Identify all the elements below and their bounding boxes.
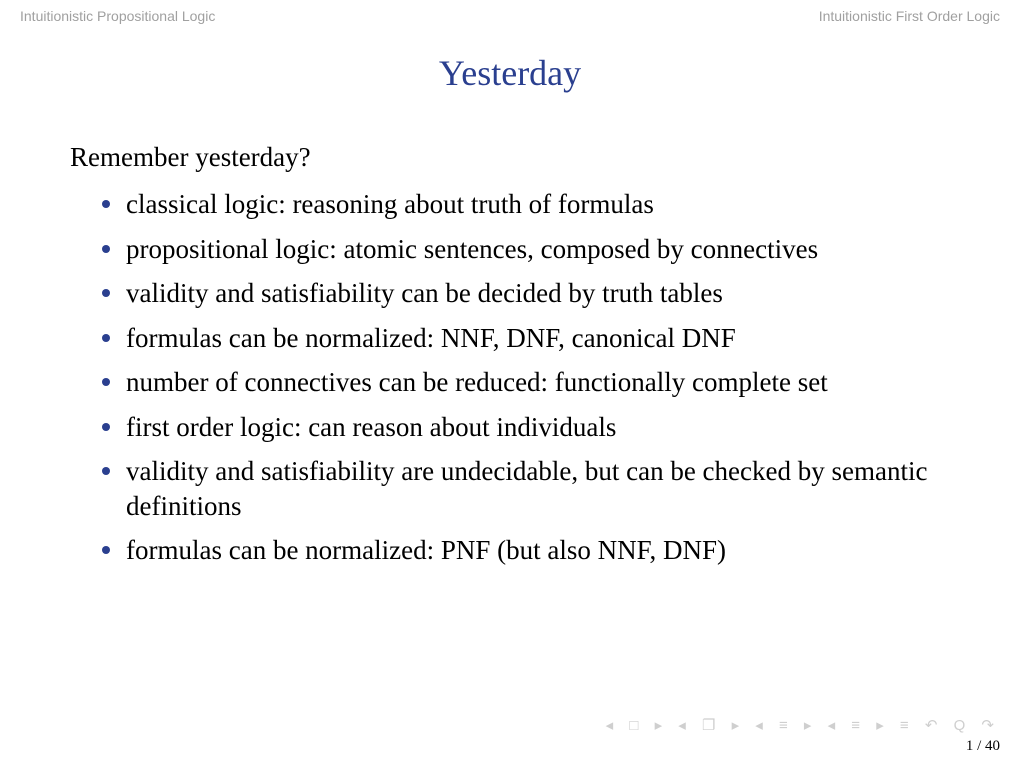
bullet-item: formulas can be normalized: PNF (but als… [98,533,950,568]
header-bar: Intuitionistic Propositional Logic Intui… [0,0,1020,24]
slide-title: Yesterday [0,52,1020,94]
bullet-item: validity and satisfiability can be decid… [98,276,950,311]
bullet-item: first order logic: can reason about indi… [98,410,950,445]
bullet-item: validity and satisfiability are undecida… [98,454,950,523]
slide: Intuitionistic Propositional Logic Intui… [0,0,1020,765]
nav-icons[interactable]: ◂ □ ▸ ◂ ❐ ▸ ◂ ≡ ▸ ◂ ≡ ▸ ≡ ↶ Q ↷ [20,716,1000,734]
bullet-item: propositional logic: atomic sentences, c… [98,232,950,267]
slide-content: Remember yesterday? classical logic: rea… [70,142,950,568]
bullet-list: classical logic: reasoning about truth o… [98,187,950,568]
page-number: 1 / 40 [20,738,1000,755]
header-left[interactable]: Intuitionistic Propositional Logic [20,8,215,24]
bullet-item: number of connectives can be reduced: fu… [98,365,950,400]
header-right[interactable]: Intuitionistic First Order Logic [819,8,1000,24]
footer: ◂ □ ▸ ◂ ❐ ▸ ◂ ≡ ▸ ◂ ≡ ▸ ≡ ↶ Q ↷ 1 / 40 [20,716,1000,755]
bullet-item: formulas can be normalized: NNF, DNF, ca… [98,321,950,356]
lead-text: Remember yesterday? [70,142,950,173]
bullet-item: classical logic: reasoning about truth o… [98,187,950,222]
